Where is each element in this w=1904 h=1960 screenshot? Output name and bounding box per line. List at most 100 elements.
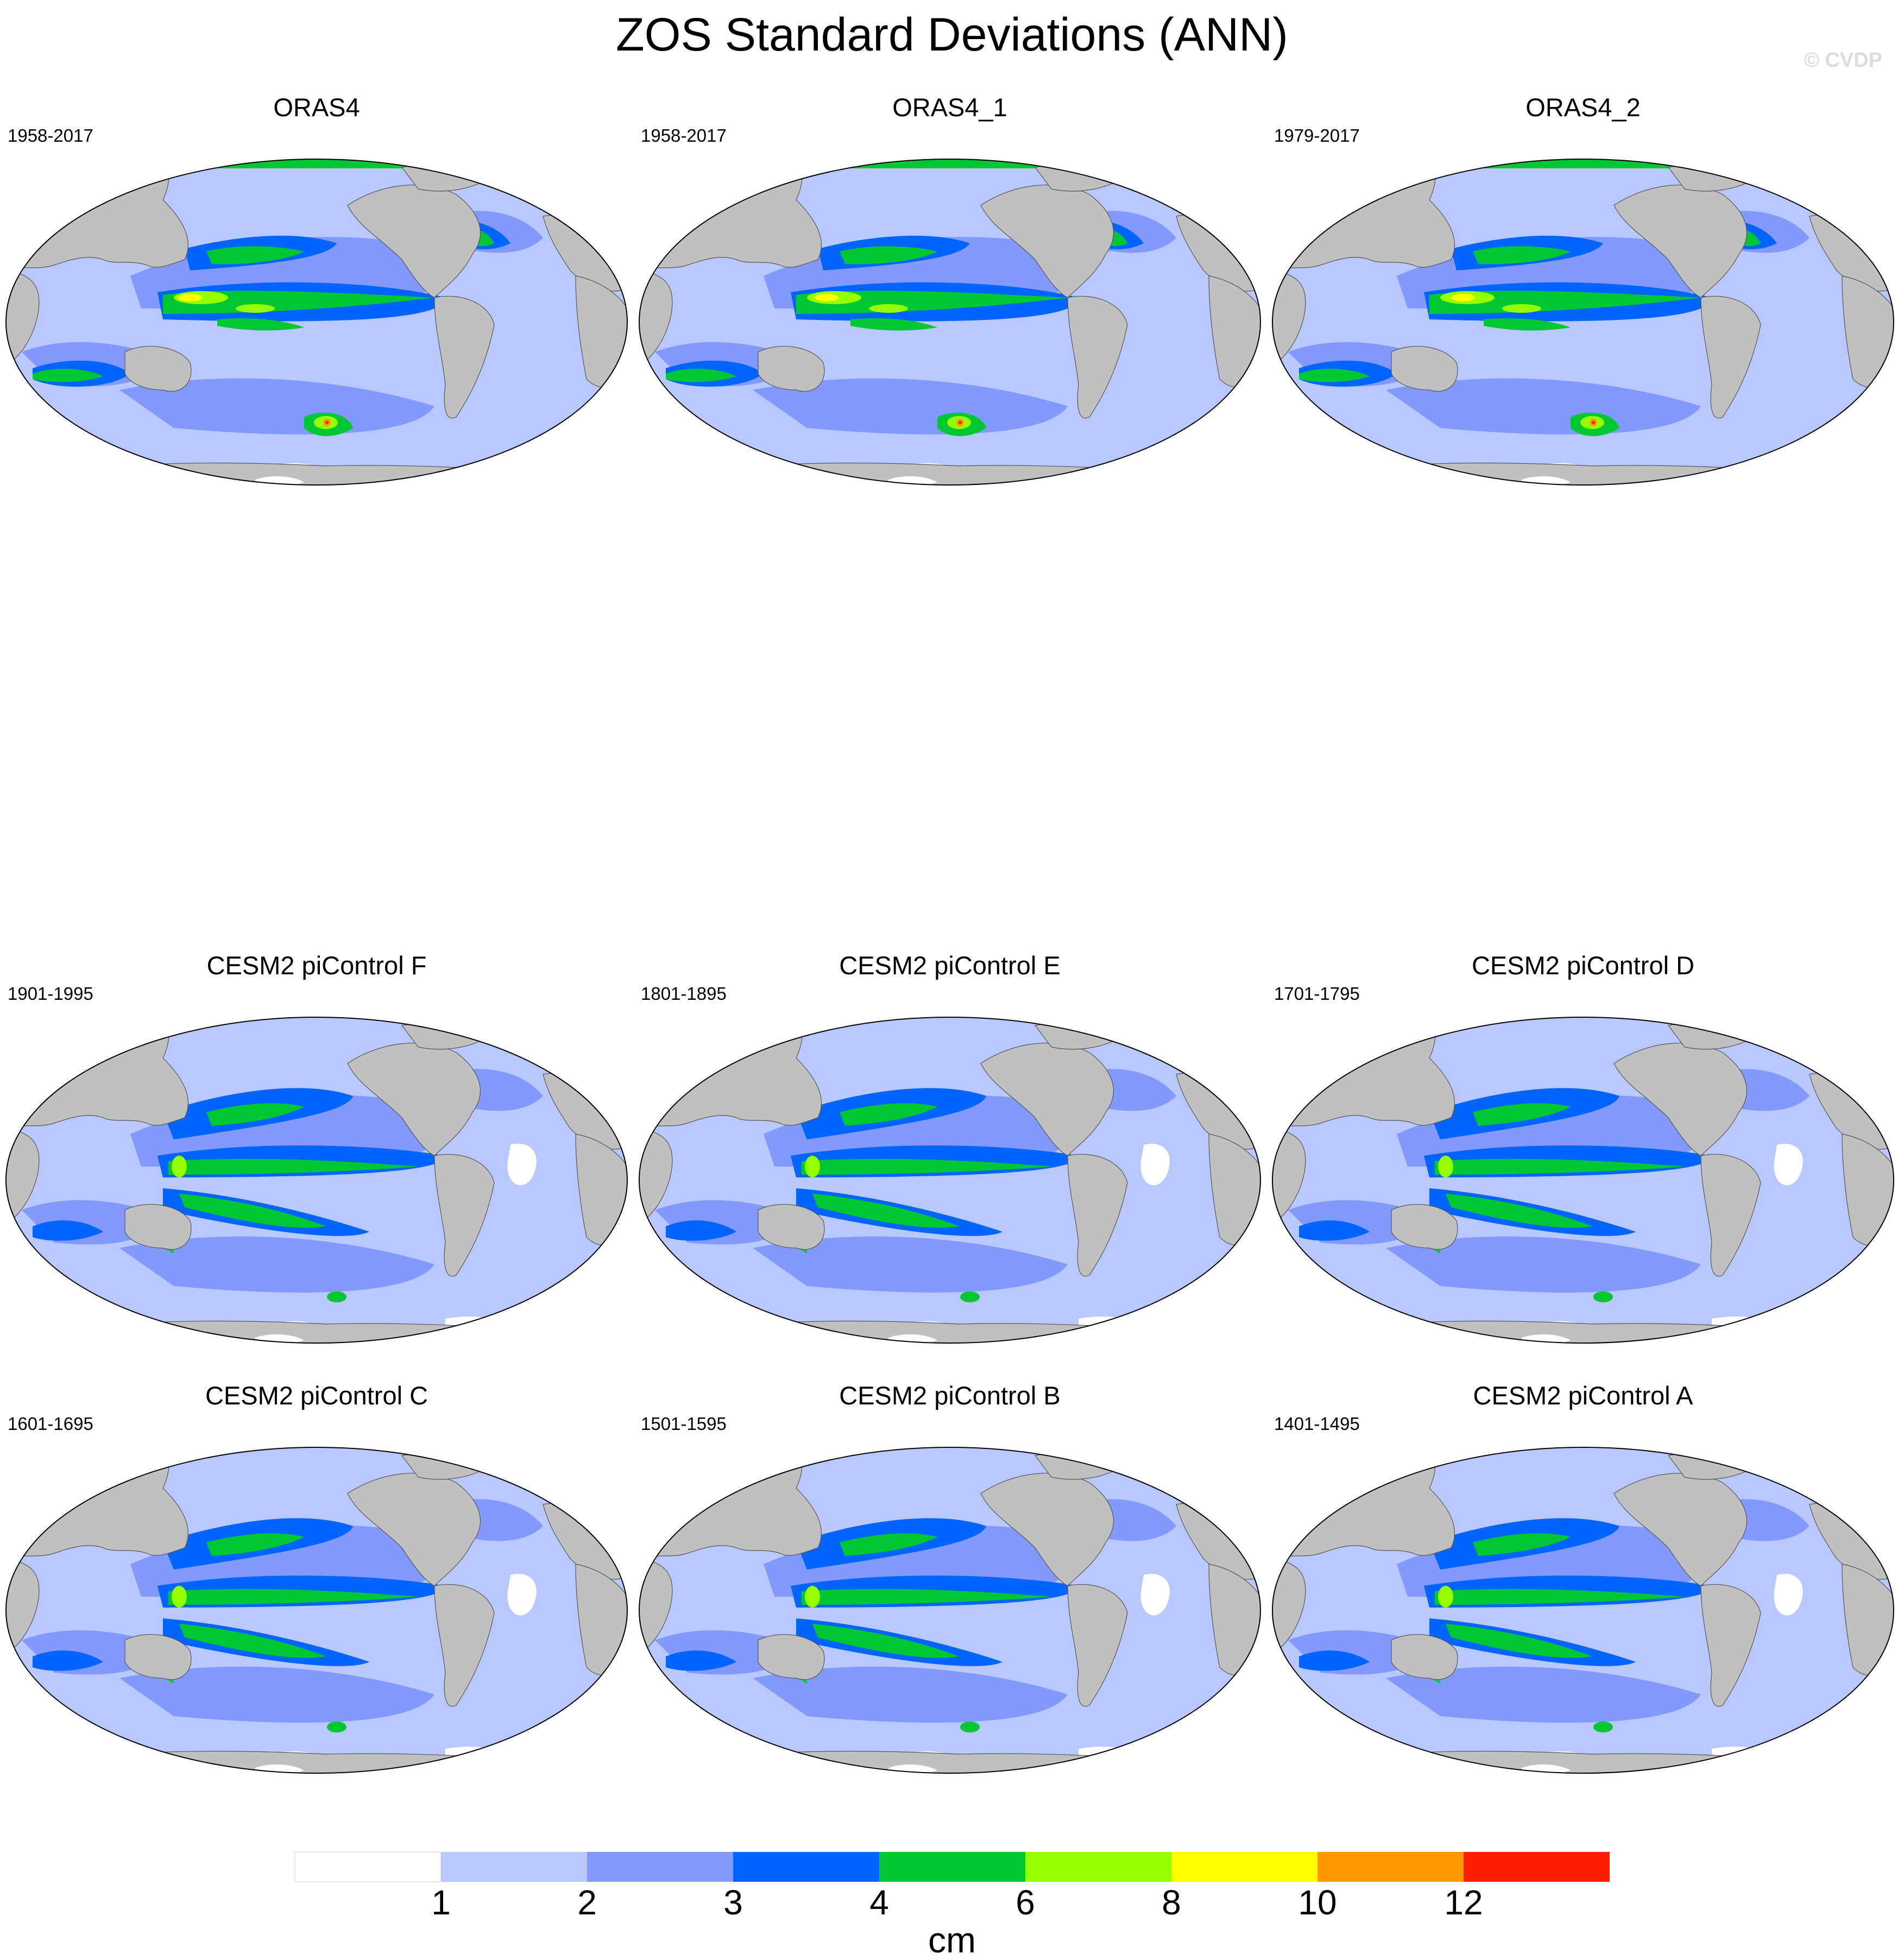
- land-mass: [1391, 1634, 1458, 1680]
- map-outline: [1272, 1017, 1894, 1344]
- panel-title: CESM2 piControl E: [839, 951, 1061, 980]
- panel-title: CESM2 piControl F: [206, 951, 427, 980]
- map-plot: [5, 1017, 628, 1344]
- colorbar-box: [441, 1852, 587, 1882]
- map-plot: [639, 159, 1261, 486]
- sd-region: [1140, 1144, 1170, 1186]
- panel-period: 1401-1495: [1274, 1414, 1360, 1434]
- sd-region: [1386, 1236, 1701, 1293]
- sd-region: [802, 1158, 1051, 1175]
- map-panel: CESM2 piControl D 1701-1795: [1266, 950, 1900, 1363]
- sd-region: [1079, 1316, 1138, 1333]
- land-mass: [1700, 1154, 1761, 1277]
- sd-region: [1386, 1666, 1701, 1723]
- sd-region: [796, 291, 1068, 314]
- map-outline: [5, 159, 628, 486]
- colorbar-box: [294, 1851, 442, 1882]
- land-mass: [1067, 1584, 1128, 1707]
- land-mass: [639, 1750, 1260, 1773]
- land-mass: [1067, 1154, 1128, 1277]
- sd-region: [666, 1220, 736, 1241]
- land-mass: [6, 1017, 189, 1132]
- land-mass: [6, 1447, 189, 1562]
- sd-region: [840, 1103, 937, 1126]
- sd-region: [1473, 1533, 1571, 1556]
- map-panel: CESM2 piControl C 1601-1695: [0, 1381, 633, 1793]
- map-plot: [1272, 159, 1894, 486]
- land-mass: [434, 295, 495, 419]
- land-mass: [758, 1634, 825, 1680]
- sd-region: [1446, 1194, 1592, 1228]
- sd-region: [1435, 1589, 1685, 1605]
- land-mass: [1700, 1584, 1761, 1707]
- land-mass: [1272, 1320, 1894, 1343]
- sd-region: [960, 1722, 980, 1732]
- panel-title: CESM2 piControl B: [839, 1381, 1061, 1410]
- colorbar-labels: 1 2 3 4 6 8 10 12: [431, 1883, 1483, 1922]
- land-mass: [1272, 462, 1894, 485]
- colorbar-label: 8: [1162, 1883, 1181, 1922]
- sd-region: [1438, 1586, 1453, 1608]
- land-mass: [758, 346, 825, 392]
- sd-region: [1429, 291, 1701, 314]
- land-mass: [124, 1634, 192, 1680]
- sd-region: [850, 318, 937, 331]
- land-mass: [1272, 1750, 1894, 1773]
- map-plot: [639, 1017, 1261, 1344]
- sd-region: [217, 318, 304, 331]
- map-panel: ORAS4_1 1958-2017: [633, 92, 1266, 505]
- sd-region: [1593, 1291, 1613, 1302]
- land-mass: [6, 462, 627, 485]
- sd-region: [33, 1650, 103, 1671]
- sd-region: [805, 1586, 820, 1608]
- colorbar: 1 2 3 4 6 8 10 12 cm: [294, 1851, 1610, 1960]
- land-mass: [758, 1204, 825, 1250]
- sd-region: [33, 1220, 103, 1241]
- sd-region: [178, 294, 202, 301]
- land-mass: [434, 1584, 495, 1707]
- sd-region: [805, 1156, 820, 1177]
- sd-region: [445, 1747, 505, 1763]
- map-panel: CESM2 piControl E 1801-1895: [633, 950, 1266, 1363]
- sd-region: [1473, 1103, 1571, 1126]
- map-outline: [639, 159, 1261, 486]
- colorbar-box: [879, 1852, 1025, 1882]
- colorbar-box: [587, 1852, 733, 1882]
- sd-region: [327, 1722, 346, 1732]
- land-mass: [1272, 159, 1455, 274]
- sd-region: [1140, 1574, 1170, 1616]
- panel-title: ORAS4: [273, 93, 360, 122]
- sd-region: [1712, 1316, 1771, 1333]
- land-mass: [6, 1320, 627, 1343]
- sd-region: [840, 246, 937, 264]
- sd-region: [179, 1194, 326, 1228]
- sd-region: [840, 1533, 937, 1556]
- sd-region: [236, 304, 275, 313]
- sd-region: [507, 1574, 537, 1616]
- map-panel: CESM2 piControl A 1401-1495: [1266, 1381, 1900, 1793]
- panel-title: CESM2 piControl A: [1473, 1381, 1693, 1410]
- sd-region: [1299, 1650, 1370, 1671]
- map-outline: [1272, 1447, 1894, 1774]
- sd-region: [869, 304, 908, 313]
- colorbar-label: 12: [1444, 1883, 1483, 1922]
- sd-region: [1451, 294, 1475, 301]
- colorbar-label: 4: [869, 1883, 889, 1922]
- land-mass: [639, 1447, 822, 1562]
- panel-period: 1958-2017: [641, 125, 727, 146]
- sd-region: [1593, 1722, 1613, 1732]
- sd-region: [1484, 318, 1571, 331]
- sd-region: [206, 246, 304, 264]
- map-plot: [1272, 1017, 1894, 1344]
- land-mass: [639, 159, 822, 274]
- sd-region: [802, 1589, 1051, 1605]
- sd-region: [172, 1156, 187, 1177]
- sd-region: [327, 1291, 346, 1302]
- map-panel: CESM2 piControl F 1901-1995: [0, 950, 633, 1363]
- sd-region: [1435, 1158, 1685, 1175]
- sd-region: [959, 421, 962, 424]
- panel-period: 1958-2017: [8, 125, 93, 146]
- panel-title: ORAS4_1: [892, 93, 1007, 122]
- land-mass: [6, 1750, 627, 1773]
- sd-region: [1774, 1574, 1803, 1616]
